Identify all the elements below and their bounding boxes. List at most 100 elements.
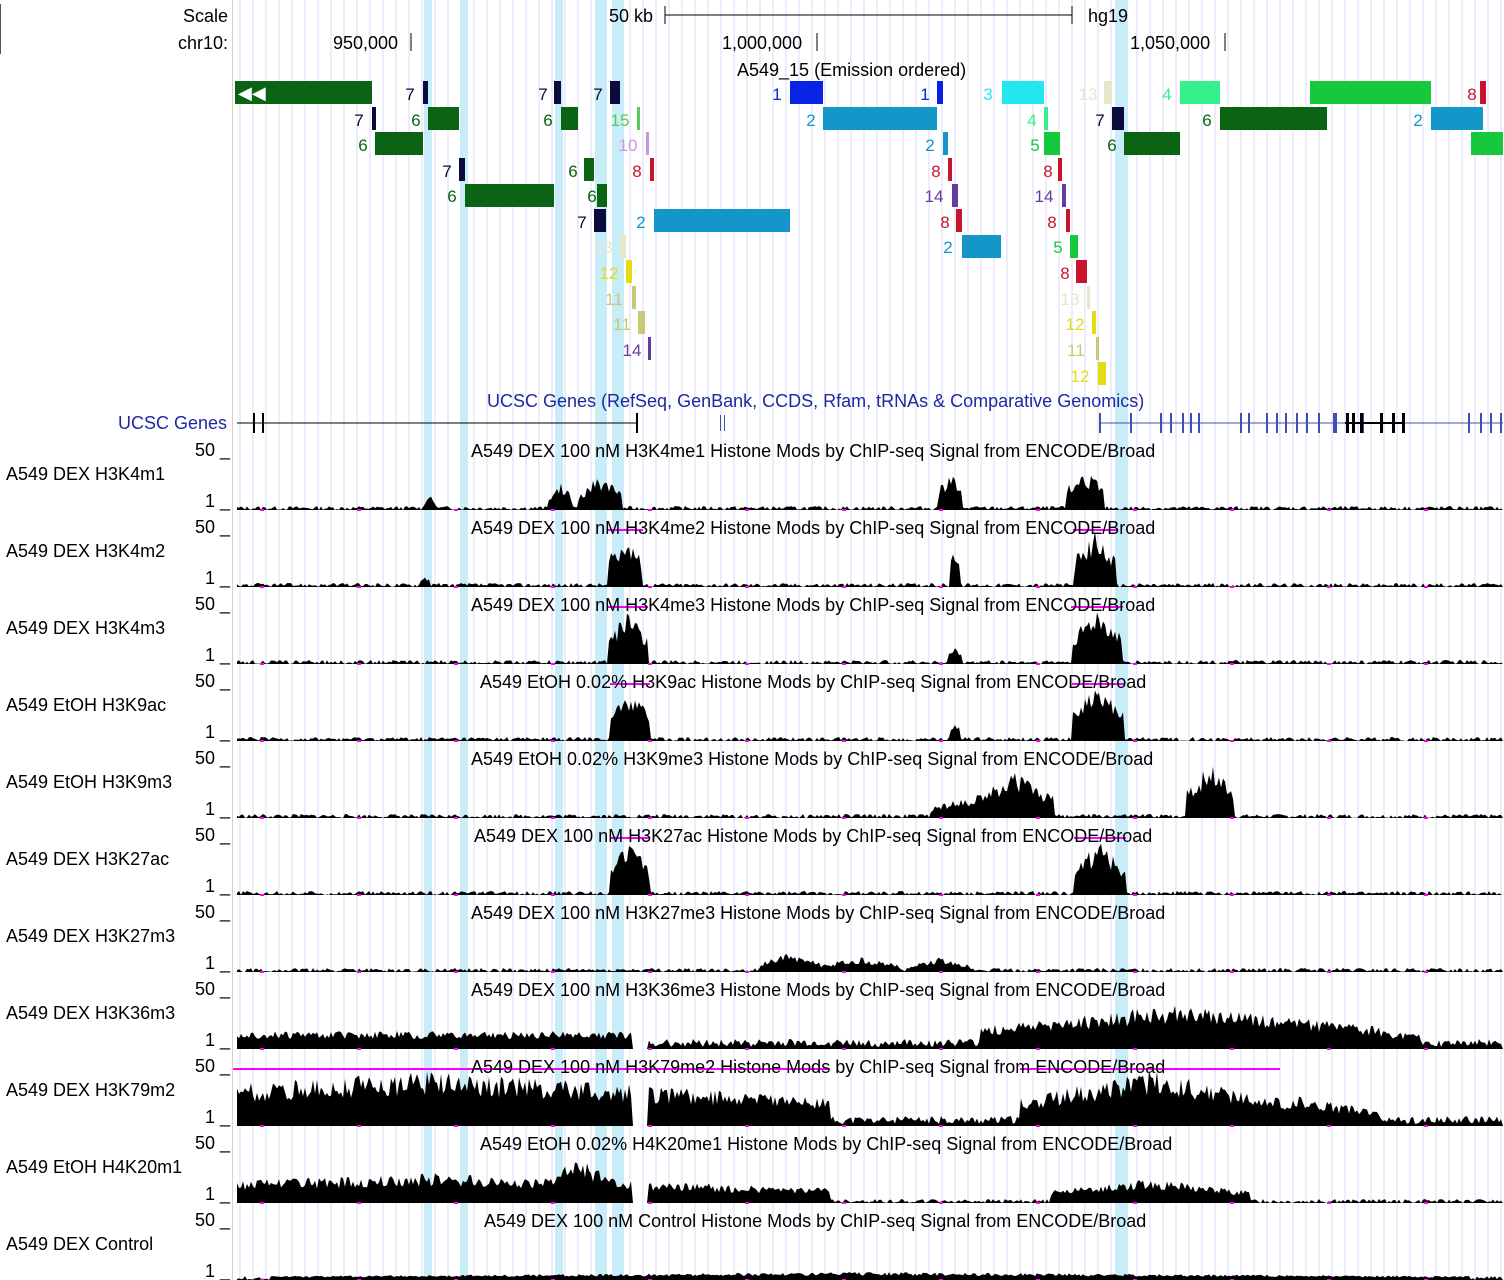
- hmm-segment-state-14: [952, 184, 958, 207]
- zero-marker: [939, 663, 943, 665]
- hmm-segment-state-6: [597, 184, 607, 207]
- signal-track-title[interactable]: A549 DEX 100 nM H3K27me3 Histone Mods by…: [471, 903, 1166, 923]
- hmm-state-label: 3: [983, 85, 992, 104]
- signal-track-title[interactable]: A549 DEX 100 nM H3K27ac Histone Mods by …: [474, 826, 1153, 846]
- hmm-segment-state-7: [610, 81, 620, 104]
- signal-track-title[interactable]: A549 DEX 100 nM H3K4me3 Histone Mods by …: [471, 595, 1156, 615]
- zero-marker: [1036, 663, 1040, 665]
- zero-marker: [260, 740, 264, 742]
- signal-graph: [237, 766, 1503, 818]
- signal-track-title[interactable]: A549 DEX 100 nM H3K36me3 Histone Mods by…: [471, 980, 1166, 1000]
- zero-marker: [842, 1202, 846, 1204]
- signal-track-title[interactable]: A549 DEX 100 nM H3K4me2 Histone Mods by …: [471, 518, 1156, 538]
- hmm-segment-state-6: [1220, 107, 1327, 130]
- signal-track-title[interactable]: A549 EtOH 0.02% H4K20me1 Histone Mods by…: [480, 1134, 1173, 1154]
- zero-marker: [648, 1048, 652, 1050]
- hmm-segment-state-2: [962, 235, 1001, 258]
- gene-exon: [1352, 413, 1355, 433]
- zero-marker: [1036, 509, 1040, 511]
- position-label-3: 1,050,000: [1130, 33, 1211, 53]
- signal-track-label[interactable]: A549 EtOH H4K20m1: [6, 1157, 183, 1177]
- hmm-segment-state-12: [1098, 362, 1106, 385]
- gene-exon: [724, 415, 725, 431]
- signal-track-title[interactable]: A549 DEX 100 nM Control Histone Mods by …: [484, 1211, 1147, 1231]
- signal-track-title[interactable]: A549 DEX 100 nM H3K4me1 Histone Mods by …: [471, 441, 1156, 461]
- hmm-state-label: 4: [1162, 85, 1171, 104]
- highlight-region: [424, 0, 432, 1280]
- gene-exon: [1182, 413, 1184, 433]
- highlight-region: [1115, 0, 1128, 1280]
- zero-marker: [1133, 1202, 1137, 1204]
- signal-track-title[interactable]: A549 EtOH 0.02% H3K9ac Histone Mods by C…: [480, 672, 1147, 692]
- zero-marker: [551, 1202, 555, 1204]
- signal-track-label[interactable]: A549 DEX H3K4m3: [6, 618, 166, 638]
- gene-exon: [1346, 413, 1349, 433]
- signal-track-label[interactable]: A549 DEX H3K27m3: [6, 926, 176, 946]
- gene-exon: [1099, 413, 1101, 433]
- signal-track-label[interactable]: A549 DEX H3K36m3: [6, 1003, 176, 1023]
- hmm-state-label: 12: [1071, 367, 1090, 386]
- hmm-state-label: 1: [772, 85, 781, 104]
- track-label-column: [0, 0, 233, 1280]
- tracks-image[interactable]: 6777113134587661524762610256768886614147…: [233, 0, 1504, 1280]
- signal-min-label: 1 _: [204, 491, 230, 511]
- hmm-segment-state-15: [637, 107, 640, 130]
- gene-exon: [1285, 413, 1287, 433]
- zero-marker: [939, 817, 943, 819]
- hmm-segment-state-7: [1112, 107, 1124, 130]
- hmm-state-label: 6: [568, 162, 577, 181]
- gene-exon: [1468, 413, 1470, 433]
- hmm-segment-state-6: [375, 132, 423, 155]
- signal-track-label[interactable]: A549 EtOH H3K9m3: [6, 772, 173, 792]
- zero-marker: [357, 1048, 361, 1050]
- signal-min-label: 1 _: [204, 1261, 230, 1280]
- zero-marker: [1133, 1125, 1137, 1127]
- hmm-segment-state-12: [626, 260, 632, 283]
- genes-track-title[interactable]: UCSC Genes (RefSeq, GenBank, CCDS, Rfam,…: [487, 391, 1145, 411]
- hmm-segment-state-13: [1087, 286, 1090, 309]
- zero-marker: [454, 663, 458, 665]
- zero-marker: [842, 663, 846, 665]
- clipped-marker: [1074, 837, 1126, 839]
- gene-exon: [1392, 413, 1395, 433]
- signal-graph: [237, 1005, 1503, 1049]
- zero-marker: [260, 971, 264, 973]
- gene-exon: [1198, 413, 1200, 433]
- hmm-state-label: 6: [411, 111, 420, 130]
- hmm-segment-state-6: [428, 107, 459, 130]
- signal-min-label: 1 _: [204, 645, 230, 665]
- signal-track-label[interactable]: A549 DEX Control: [6, 1234, 154, 1254]
- signal-graph: [237, 1071, 1503, 1126]
- signal-track-label[interactable]: A549 DEX H3K4m2: [6, 541, 166, 561]
- signal-track-label[interactable]: A549 EtOH H3K9ac: [6, 695, 167, 715]
- signal-max-label: 50 _: [194, 1133, 230, 1153]
- zero-marker: [842, 817, 846, 819]
- signal-track-label[interactable]: A549 DEX H3K27ac: [6, 849, 170, 869]
- signal-min-label: 1 _: [204, 722, 230, 742]
- tracks-canvas[interactable]: 6777113134587661524762610256768886614147…: [233, 0, 1504, 1280]
- hmm-state-label: 1: [920, 85, 929, 104]
- zero-marker: [357, 586, 361, 588]
- zero-marker: [454, 509, 458, 511]
- zero-marker: [1230, 509, 1234, 511]
- gene-exon: [1306, 413, 1308, 433]
- zero-marker: [1230, 817, 1234, 819]
- signal-track-label[interactable]: A549 DEX H3K79m2: [6, 1080, 176, 1100]
- signal-track-title[interactable]: A549 DEX 100 nM H3K79me2 Histone Mods by…: [471, 1057, 1166, 1077]
- zero-marker: [1133, 971, 1137, 973]
- zero-marker: [939, 1048, 943, 1050]
- zero-marker: [1036, 894, 1040, 896]
- signal-track-title[interactable]: A549 EtOH 0.02% H3K9me3 Histone Mods by …: [471, 749, 1154, 769]
- signal-max-label: 50 _: [194, 1210, 230, 1230]
- signal-track-label[interactable]: A549 DEX H3K4m1: [6, 464, 166, 484]
- position-label-2: 1,000,000: [722, 33, 803, 53]
- zero-marker: [745, 894, 749, 896]
- hmm-track-title[interactable]: A549_15 (Emission ordered): [737, 60, 967, 80]
- zero-marker: [648, 971, 652, 973]
- signal-max-label: 50 _: [194, 1056, 230, 1076]
- gene-exon: [1360, 413, 1363, 433]
- genes-track-label[interactable]: UCSC Genes: [117, 413, 227, 433]
- hmm-state-label: 12: [1066, 315, 1085, 334]
- hmm-state-label: 6: [1107, 136, 1116, 155]
- hmm-state-label: 14: [925, 187, 944, 206]
